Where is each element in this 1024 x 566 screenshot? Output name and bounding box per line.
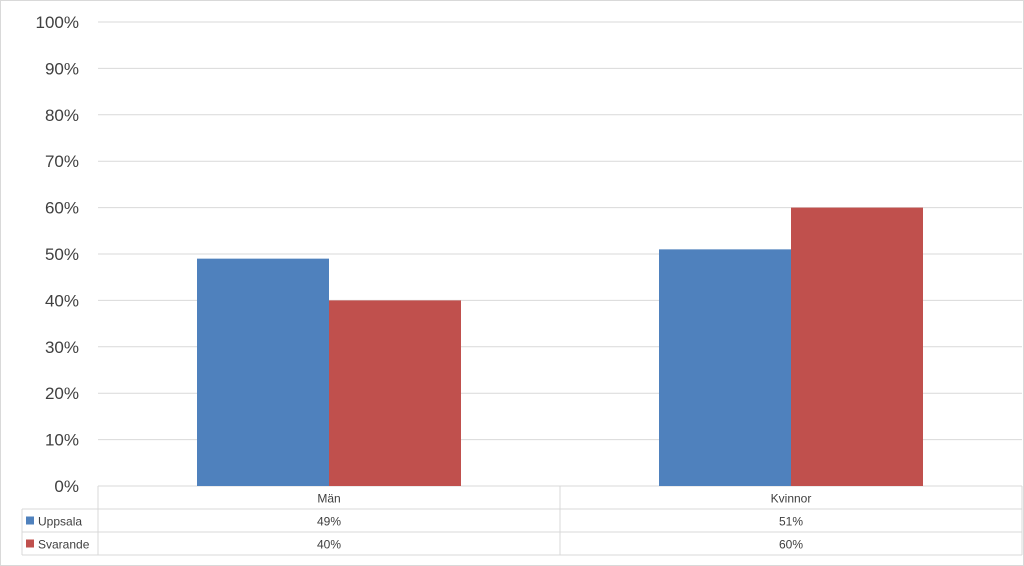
y-tick-label: 30% xyxy=(45,338,79,357)
data-table: Män Kvinnor Uppsala 49% 51% Svarande 40% 60% xyxy=(21,486,1023,556)
y-tick-label: 0% xyxy=(54,477,79,496)
y-tick-label: 80% xyxy=(45,106,79,125)
y-tick-label: 70% xyxy=(45,152,79,171)
data-label: 51% xyxy=(779,515,803,529)
y-axis: 0% 10% 20% 30% 40% 50% 60% 70% 80% 90% 100% xyxy=(36,13,79,496)
bar-uppsala-män xyxy=(197,258,329,486)
y-tick-label: 20% xyxy=(45,384,79,403)
bar-svarande-kvinnor xyxy=(791,207,923,486)
x-tick-label: Män xyxy=(317,492,340,506)
y-tick-label: 100% xyxy=(36,13,79,32)
bar-uppsala-kvinnor xyxy=(659,249,791,486)
y-tick-label: 90% xyxy=(45,59,79,78)
legend-key-svarande xyxy=(26,539,34,548)
bar-svarande-män xyxy=(329,300,461,486)
data-label: 40% xyxy=(317,538,341,552)
x-tick-label: Kvinnor xyxy=(771,492,812,506)
legend-label: Svarande xyxy=(38,538,90,552)
y-tick-label: 40% xyxy=(45,291,79,310)
y-tick-label: 60% xyxy=(45,199,79,218)
y-tick-label: 10% xyxy=(45,431,79,450)
y-tick-label: 50% xyxy=(45,245,79,264)
bars xyxy=(197,207,923,486)
legend-label: Uppsala xyxy=(38,515,82,529)
data-label: 60% xyxy=(779,538,803,552)
legend-key-uppsala xyxy=(26,516,34,525)
data-label: 49% xyxy=(317,515,341,529)
